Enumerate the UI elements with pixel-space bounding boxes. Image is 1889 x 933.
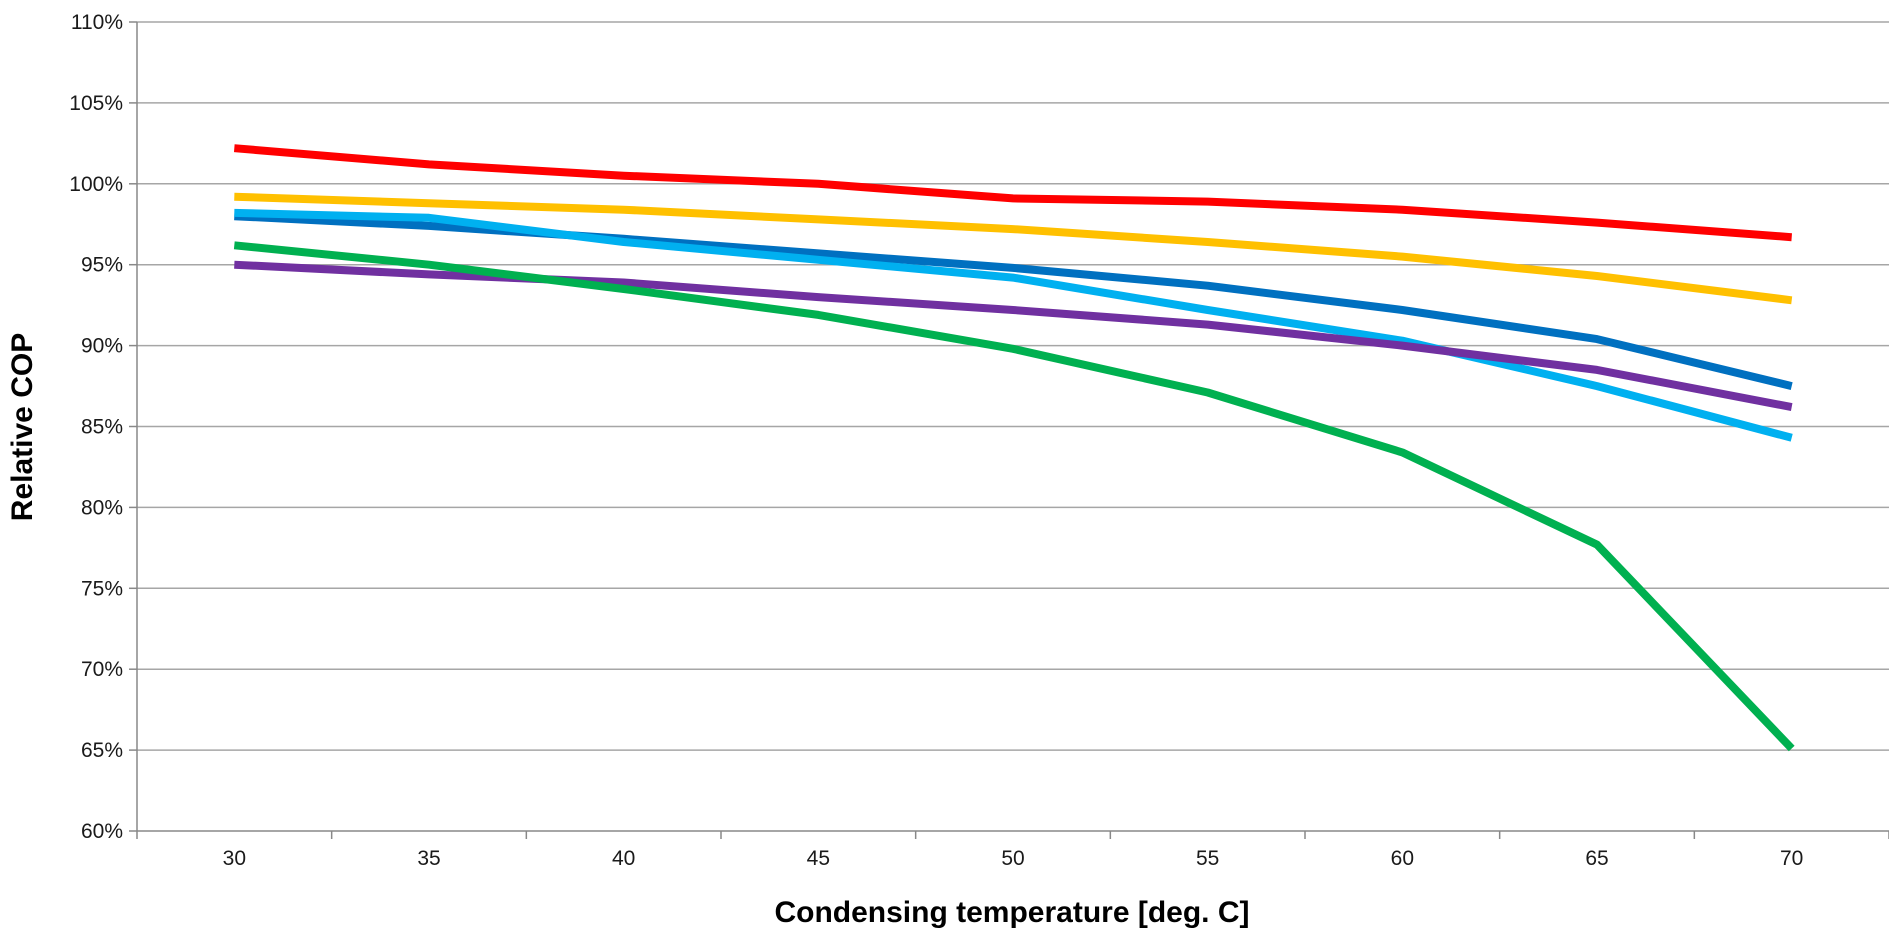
axes [129,21,1889,839]
series-line-5 [234,260,1793,412]
x-tick-label: 45 [807,847,830,870]
y-tick-label: 95% [81,254,123,277]
series-line-2 [234,192,1793,305]
y-tick-label: 90% [81,335,123,358]
x-tick-label: 60 [1391,847,1414,870]
y-tick-label: 75% [81,577,123,600]
series-line-4 [234,208,1793,442]
y-tick-label: 80% [81,496,123,519]
grid-lines [137,21,1889,751]
series-line-1 [233,144,1792,242]
y-tick-label: 110% [71,11,123,34]
y-tick-label: 85% [81,416,123,439]
y-tick-label: 100% [69,173,123,196]
x-tick-label: 70 [1780,847,1803,870]
y-axis-title: Relative COP [6,333,39,521]
series-line-6 [233,241,1795,752]
x-tick-label: 55 [1196,847,1219,870]
y-tick-label: 65% [81,739,123,762]
tick-labels: 60% 65% 70% 75% 80% 85% 90% 95% 100% 105% 110% 30 35… [69,11,1803,870]
x-axis-title: Condensing temperature [deg. C] [774,896,1249,929]
x-tick-label: 30 [223,847,246,870]
x-tick-label: 65 [1585,847,1608,870]
y-tick-label: 70% [81,658,123,681]
x-tick-label: 50 [1001,847,1024,870]
x-tick-label: 35 [417,847,440,870]
series-line-3 [234,212,1793,390]
data-series [233,144,1795,752]
y-tick-label: 105% [69,92,123,115]
x-tick-label: 40 [612,847,635,870]
y-tick-label: 60% [81,820,123,843]
